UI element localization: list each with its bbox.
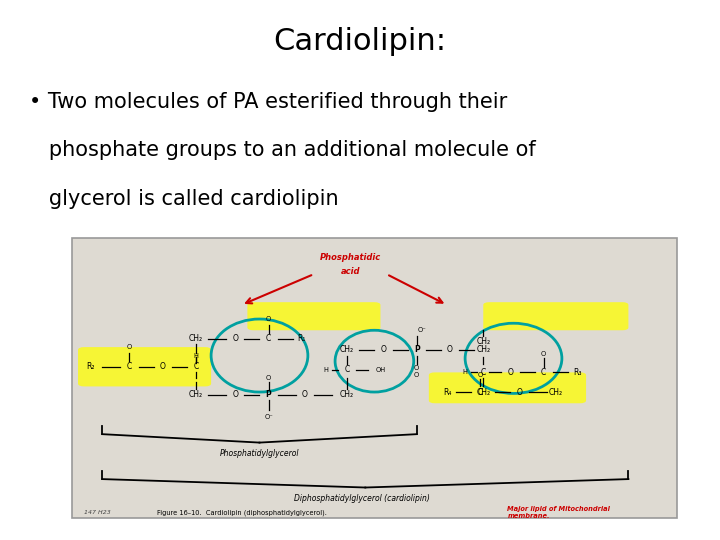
Text: R₄: R₄ [443,388,451,396]
Text: O⁻: O⁻ [264,414,273,420]
Text: O: O [508,368,513,377]
Text: O: O [414,365,419,371]
Text: H: H [323,367,328,373]
Text: H: H [194,353,199,359]
Text: O: O [233,334,238,343]
Text: C: C [127,362,132,372]
Text: O: O [541,351,546,357]
FancyBboxPatch shape [78,347,211,387]
Text: CH₂: CH₂ [340,346,354,354]
Text: O: O [517,388,523,396]
Text: Cardiolipin:: Cardiolipin: [274,27,446,56]
Text: CH₂: CH₂ [189,390,203,400]
FancyBboxPatch shape [429,373,586,403]
Text: CH₂: CH₂ [476,346,490,354]
Text: O: O [381,346,387,354]
Text: O: O [414,372,419,378]
Text: O: O [127,344,132,350]
Text: O: O [266,375,271,381]
Text: C: C [481,368,486,377]
Text: C: C [266,334,271,343]
Text: OH: OH [375,367,385,373]
Text: P: P [266,390,271,400]
Text: CH₂: CH₂ [340,390,354,400]
Text: O: O [302,390,307,400]
Text: Phosphatidic: Phosphatidic [320,253,381,262]
Text: Phosphatidylglycerol: Phosphatidylglycerol [220,449,300,458]
Text: CH₂: CH₂ [476,388,490,396]
Text: O: O [233,390,238,400]
Text: C: C [345,365,350,374]
FancyBboxPatch shape [483,302,629,330]
Text: O: O [477,372,483,378]
Text: CH₂: CH₂ [549,388,563,396]
Text: • Two molecules of PA esterified through their: • Two molecules of PA esterified through… [29,92,507,112]
Text: C: C [541,368,546,377]
FancyBboxPatch shape [248,302,380,330]
Text: O: O [160,362,166,372]
Text: C: C [477,388,483,396]
Text: Diphosphatidylglycerol (cardiolipin): Diphosphatidylglycerol (cardiolipin) [294,494,431,503]
Text: glycerol is called cardiolipin: glycerol is called cardiolipin [29,189,338,209]
Text: Major lipid of Mitochondrial
membrane.: Major lipid of Mitochondrial membrane. [508,506,611,519]
Text: 147 H23: 147 H23 [84,510,111,515]
Text: R₃: R₃ [572,368,581,377]
Text: R₂: R₂ [86,362,94,372]
Text: O: O [447,346,453,354]
Text: P: P [414,346,420,354]
Text: phosphate groups to an additional molecule of: phosphate groups to an additional molecu… [29,140,536,160]
Text: H: H [463,369,467,375]
Text: O⁻: O⁻ [417,327,426,333]
FancyBboxPatch shape [72,238,677,518]
Text: C: C [194,362,199,372]
Text: CH₂: CH₂ [189,334,203,343]
Text: O: O [266,316,271,322]
Text: acid: acid [341,267,360,276]
Text: CH₂: CH₂ [476,337,490,346]
Text: Figure 16–10.  Cardiolipin (diphosphatidylglycerol).: Figure 16–10. Cardiolipin (diphosphatidy… [157,510,327,516]
Text: R₁: R₁ [297,334,306,343]
